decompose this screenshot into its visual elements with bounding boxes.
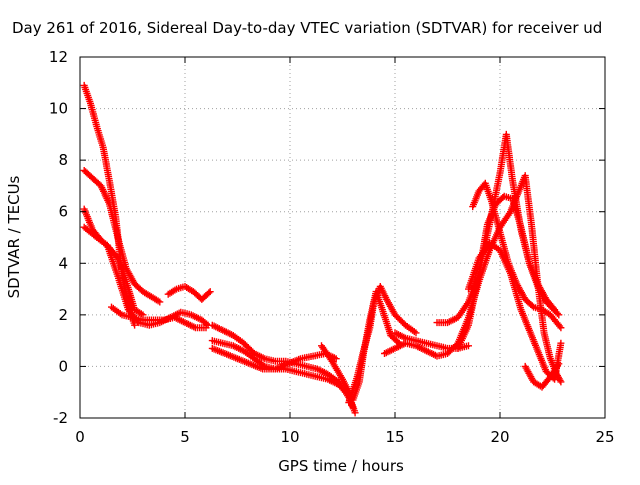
data-point: [465, 342, 472, 350]
y-tick-labels: -2 0 2 4 6 8 10 12: [49, 48, 68, 427]
y-axis-label: SDTVAR / TECUs: [5, 175, 23, 298]
y-tick-label: 12: [49, 48, 68, 66]
series-track-12: [381, 339, 462, 360]
series-track-11: [345, 283, 420, 406]
x-tick-label: 5: [180, 428, 190, 446]
data-point: [557, 324, 565, 332]
y-tick-label: 2: [58, 306, 68, 324]
y-tick-label: -2: [53, 409, 68, 427]
x-tick-label: 0: [75, 428, 85, 446]
data-point: [555, 360, 563, 368]
x-tick-label: 25: [595, 428, 614, 446]
series-track-6: [164, 283, 214, 303]
ticks: [79, 56, 606, 419]
chart-title: Day 261 of 2016, Sidereal Day-to-day VTE…: [12, 19, 602, 37]
data-point: [332, 355, 340, 363]
series-track-2: [80, 167, 164, 306]
y-tick-label: 10: [49, 100, 68, 118]
data-point: [555, 311, 563, 319]
plot-frame: [79, 56, 606, 419]
y-tick-label: 0: [58, 357, 68, 375]
data-layer: [80, 81, 565, 417]
x-tick-label: 10: [280, 428, 299, 446]
data-point: [412, 329, 420, 337]
y-tick-label: 8: [58, 151, 68, 169]
data-point: [131, 321, 139, 329]
x-axis-label: GPS time / hours: [278, 457, 404, 475]
data-point: [206, 288, 214, 296]
series-track-19: [521, 360, 563, 391]
x-tick-label: 15: [385, 428, 404, 446]
data-point: [205, 289, 213, 297]
data-point: [553, 309, 561, 317]
x-tick-labels: 0 5 10 15 20 25: [75, 428, 614, 446]
series-track-18: [465, 239, 565, 383]
x-tick-label: 20: [490, 428, 509, 446]
data-point: [202, 324, 210, 332]
y-tick-label: 4: [58, 254, 68, 272]
data-point: [351, 409, 359, 417]
data-point: [557, 339, 565, 347]
y-tick-label: 6: [58, 203, 68, 221]
series-track-9: [208, 344, 340, 373]
data-point: [557, 378, 565, 386]
data-point: [156, 298, 164, 306]
data-point: [556, 376, 564, 384]
series-track-5: [108, 303, 210, 332]
